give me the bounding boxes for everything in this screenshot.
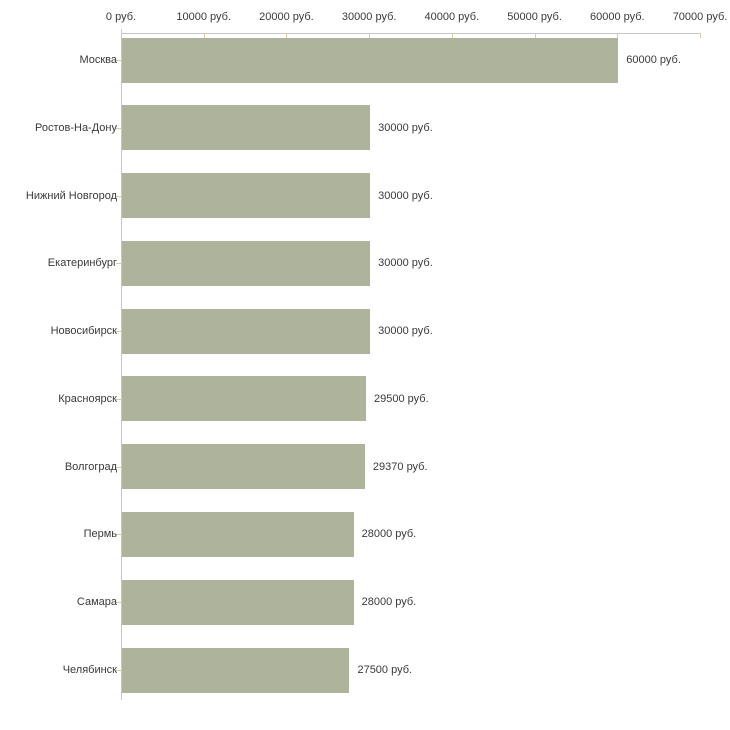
x-axis-tick-label: 30000 руб. [341, 11, 397, 23]
bar-6 [122, 444, 365, 490]
y-axis-tick-mark [116, 534, 121, 536]
value-label: 30000 руб. [378, 189, 433, 202]
bar-5 [122, 376, 366, 422]
value-label: 29500 руб. [374, 392, 429, 405]
category-label: Новосибирск [50, 325, 117, 338]
y-axis-tick-mark [116, 602, 121, 604]
value-label: 27500 руб. [357, 664, 413, 676]
y-axis-line [121, 33, 122, 700]
category-label: Ростов-На-Дону [34, 121, 117, 134]
x-axis-tick-label: 10000 руб. [176, 11, 232, 23]
x-axis-line [121, 33, 700, 34]
bar-3 [122, 240, 371, 286]
y-axis-tick-mark [116, 466, 121, 468]
x-axis-tick-label: 0 руб. [105, 11, 137, 23]
category-label: Волгоград [64, 460, 117, 473]
y-axis-tick-mark [116, 127, 121, 129]
value-label: 30000 руб. [378, 257, 433, 270]
x-axis-tick-mark [203, 33, 205, 38]
bar-7 [122, 511, 354, 557]
x-axis-tick-mark [617, 33, 619, 38]
x-axis-tick-mark [451, 33, 453, 38]
x-axis-tick-label: 50000 руб. [507, 11, 562, 23]
y-axis-tick-mark [116, 670, 121, 671]
y-axis-tick-mark [116, 195, 121, 197]
bar-9 [122, 647, 350, 693]
category-label: Нижний Новгород [25, 189, 117, 202]
x-axis-tick-mark [369, 33, 371, 38]
x-axis-tick-mark [286, 33, 288, 38]
x-axis-tick-label: 20000 руб. [259, 11, 314, 23]
category-label: Самара [76, 596, 117, 609]
value-label: 30000 руб. [378, 325, 433, 338]
bar-8 [122, 579, 354, 625]
value-label: 28000 руб. [361, 596, 417, 609]
x-axis-tick-mark [534, 33, 536, 38]
value-label: 60000 руб. [626, 54, 681, 66]
x-axis-tick-label: 40000 руб. [424, 11, 480, 23]
x-axis-tick-mark [121, 29, 122, 34]
category-label: Пермь [83, 528, 117, 541]
category-label: Екатеринбург [47, 257, 117, 270]
category-label: Москва [79, 54, 117, 66]
bar-2 [122, 173, 371, 219]
bar-1 [122, 105, 371, 151]
category-label: Челябинск [62, 664, 117, 676]
bar-4 [122, 308, 371, 354]
value-label: 30000 руб. [378, 121, 433, 134]
x-axis-tick-mark [700, 33, 701, 38]
x-axis-tick-label: 60000 руб. [589, 11, 645, 23]
bar-0 [122, 37, 619, 83]
category-label: Красноярск [58, 392, 117, 405]
y-axis-tick-mark [116, 263, 121, 265]
x-axis-tick-label: 70000 руб. [672, 11, 728, 23]
y-axis-tick-mark [116, 60, 121, 61]
y-axis-tick-mark [116, 331, 121, 333]
value-label: 28000 руб. [361, 528, 417, 541]
value-label: 29370 руб. [372, 460, 428, 473]
y-axis-tick-mark [116, 398, 121, 400]
